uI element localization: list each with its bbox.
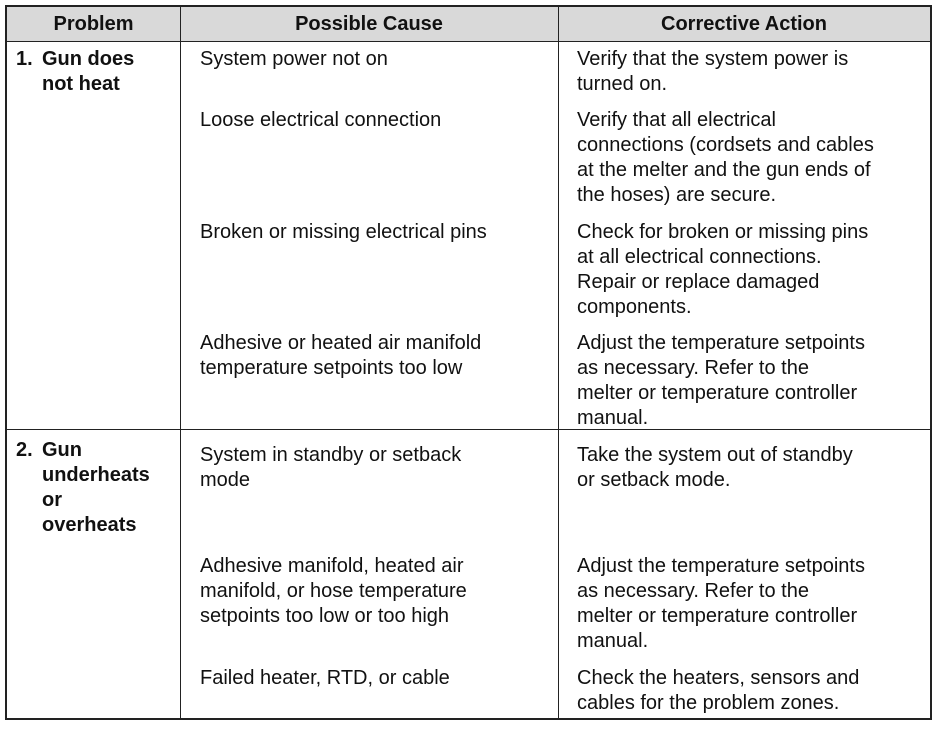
text-line: Repair or replace damaged — [577, 271, 820, 293]
text-line: or — [42, 489, 62, 511]
row-rule — [7, 429, 930, 430]
text-line: Adhesive manifold, heated air — [200, 555, 464, 577]
text-line: underheats — [42, 464, 150, 486]
corrective-action: Take the system out of standby or setback… — [577, 443, 853, 493]
text-line: at all electrical connections. — [577, 246, 822, 268]
text-line: setpoints too low or too high — [200, 605, 450, 627]
text-line: components. — [577, 296, 692, 318]
text-line: cables for the problem zones. — [577, 692, 840, 714]
column-header: Possible Cause — [180, 7, 558, 41]
text-line: Adjust the temperature setpoints — [577, 332, 865, 354]
text-line: Verify that all electrical — [577, 109, 776, 131]
text-line: as necessary. Refer to the — [577, 580, 809, 602]
column-header: Problem — [7, 7, 180, 41]
text-line: Adjust the temperature setpoints — [577, 555, 865, 577]
text-line: melter or temperature controller — [577, 382, 858, 404]
text-line: Broken or missing electrical pins — [200, 221, 487, 243]
corrective-action: Check for broken or missing pins at all e… — [577, 220, 868, 320]
corrective-action: Adjust the temperature setpoints as neces… — [577, 554, 865, 654]
corrective-action: Verify that all electrical connections (c… — [577, 108, 874, 208]
possible-cause: System power not on — [200, 47, 388, 72]
corrective-action: Check the heaters, sensors and cables for… — [577, 666, 859, 716]
text-line: at the melter and the gun ends of — [577, 159, 871, 181]
corrective-action: Adjust the temperature setpoints as neces… — [577, 331, 865, 431]
text-line: mode — [200, 469, 251, 491]
possible-cause: Adhesive manifold, heated air manifold, o… — [200, 554, 467, 629]
corrective-action: Verify that the system power is turned on… — [577, 47, 848, 97]
header-rule — [7, 41, 930, 42]
text-line: Gun — [42, 439, 82, 461]
text-line: Gun does — [42, 48, 135, 70]
text-line: Verify that the system power is — [577, 48, 849, 70]
text-line: connections (cordsets and cables — [577, 134, 874, 156]
text-line: melter or temperature controller — [577, 605, 858, 627]
text-line: Take the system out of standby — [577, 444, 853, 466]
text-line: not heat — [42, 73, 120, 95]
text-line: manual. — [577, 407, 649, 429]
possible-cause: Failed heater, RTD, or cable — [200, 666, 450, 691]
possible-cause: Loose electrical connection — [200, 108, 441, 133]
text-line: Failed heater, RTD, or cable — [200, 667, 450, 689]
text-line: Adhesive or heated air manifold — [200, 332, 482, 354]
problem-number: 2. — [16, 439, 33, 461]
possible-cause: Broken or missing electrical pins — [200, 220, 487, 245]
text-line: System in standby or setback — [200, 444, 462, 466]
text-line: the hoses) are secure. — [577, 184, 776, 206]
column-rule — [558, 7, 559, 718]
troubleshooting-table: Problem Possible Cause Corrective Action 1.… — [5, 5, 932, 720]
text-line: temperature setpoints too low — [200, 357, 463, 379]
column-header: Corrective Action — [558, 7, 930, 41]
text-line: Loose electrical connection — [200, 109, 442, 131]
problem: Gun underheats or overheats — [42, 438, 150, 538]
text-line: as necessary. Refer to the — [577, 357, 809, 379]
column-rule — [180, 7, 181, 718]
text-line: or setback mode. — [577, 469, 731, 491]
text-line: overheats — [42, 514, 137, 536]
text-line: manual. — [577, 630, 649, 652]
text-line: System power not on — [200, 48, 388, 70]
problem-number: 1. — [16, 48, 33, 70]
text-line: manifold, or hose temperature — [200, 580, 467, 602]
text-line: Check for broken or missing pins — [577, 221, 869, 243]
text-line: turned on. — [577, 73, 668, 95]
text-line: Check the heaters, sensors and — [577, 667, 860, 689]
problem: Gun does not heat — [42, 47, 134, 97]
possible-cause: Adhesive or heated air manifold temperatu… — [200, 331, 481, 381]
possible-cause: System in standby or setback mode — [200, 443, 461, 493]
